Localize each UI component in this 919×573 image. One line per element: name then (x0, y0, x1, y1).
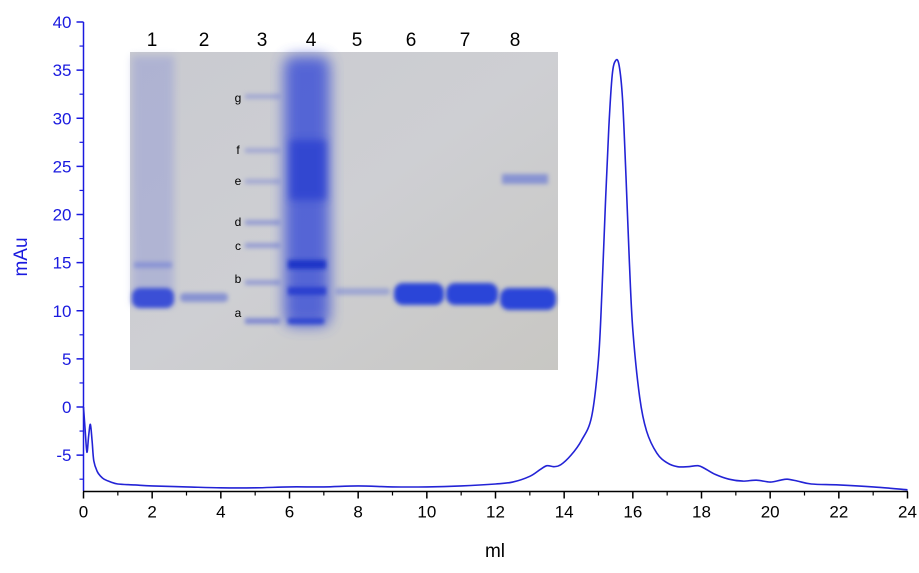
x-tick-label: 20 (761, 503, 780, 522)
lane-label: 2 (199, 30, 210, 51)
y-tick-label: -5 (56, 446, 71, 465)
x-tick-label: 8 (353, 503, 362, 522)
gel-lane-1-band (132, 288, 174, 308)
gel-lane-4-dense (290, 140, 326, 200)
x-tick-label: 22 (829, 503, 848, 522)
gel-lane-3-marker-band-a (245, 318, 280, 324)
x-tick-label: 2 (147, 503, 156, 522)
y-tick-label: 30 (53, 109, 72, 128)
gel-lane-6-band (394, 283, 444, 305)
y-tick-label: 10 (53, 302, 72, 321)
y-tick-label: 0 (62, 398, 71, 417)
marker-label: e (235, 174, 242, 188)
x-axis-ticks: 0 2 4 6 8 10 12 14 16 18 20 22 24 (79, 491, 917, 522)
lane-label: 3 (257, 30, 268, 51)
gel-lane-8-band-upper (502, 174, 548, 184)
lane-label: 8 (510, 30, 521, 51)
marker-label: f (236, 143, 240, 157)
gel-lane-4-band-3 (288, 318, 324, 324)
x-tick-label: 16 (623, 503, 642, 522)
gel-background (130, 52, 558, 370)
x-tick-label: 6 (285, 503, 294, 522)
gel-lane-7-band (446, 283, 498, 305)
marker-label: a (235, 306, 242, 320)
lane-label: 5 (352, 30, 363, 51)
y-tick-label: 20 (53, 206, 72, 225)
gel-lane-3-marker-band-g (245, 94, 280, 99)
gel-lane-3-marker-band-e (245, 179, 280, 184)
x-tick-label: 24 (898, 503, 917, 522)
x-tick-label: 4 (216, 503, 225, 522)
x-tick-label: 18 (692, 503, 711, 522)
lane-label: 4 (306, 30, 317, 51)
gel-lane-labels: 1 2 3 4 5 6 7 8 (147, 30, 521, 51)
x-tick-label: 14 (555, 503, 574, 522)
lane-label: 7 (460, 30, 471, 51)
gel-lane-3-marker-band-c (245, 243, 280, 248)
y-tick-label: 35 (53, 61, 72, 80)
gel-lane-1-band-upper (134, 262, 172, 268)
y-tick-label: 5 (62, 350, 71, 369)
gel-lane-5-band (335, 288, 390, 295)
gel-lane-2-band (180, 293, 228, 302)
chromatogram-trace (82, 58, 908, 491)
y-tick-label: 40 (53, 13, 72, 32)
marker-label: c (235, 239, 241, 253)
lane-label: 6 (406, 30, 417, 51)
gel-lane-3-marker-band-f (245, 148, 280, 153)
y-axis-ticks: -5 0 5 10 15 20 25 30 35 40 (53, 13, 84, 480)
gel-marker-labels: g f e d c b a (235, 91, 242, 320)
y-tick-label: 25 (53, 157, 72, 176)
marker-label: d (235, 215, 242, 229)
gel-lane-4-band-1 (288, 260, 326, 269)
x-tick-label: 0 (79, 503, 88, 522)
gel-lane-3-marker-band-b (245, 280, 280, 285)
marker-label: g (235, 91, 242, 105)
gel-lane-8-band (500, 288, 556, 310)
y-tick-label: 15 (53, 254, 72, 273)
marker-label: b (235, 272, 242, 286)
gel-lane-1-smear (132, 56, 174, 306)
gel-image (130, 52, 558, 370)
gel-lane-4-band-2 (288, 287, 326, 295)
lane-label: 1 (147, 30, 158, 51)
gel-lane-3-marker-band-d (245, 220, 280, 225)
x-tick-label: 10 (417, 503, 436, 522)
x-tick-label: 12 (486, 503, 505, 522)
y-axis-title: mAu (11, 237, 32, 276)
x-axis-title: ml (485, 541, 505, 562)
